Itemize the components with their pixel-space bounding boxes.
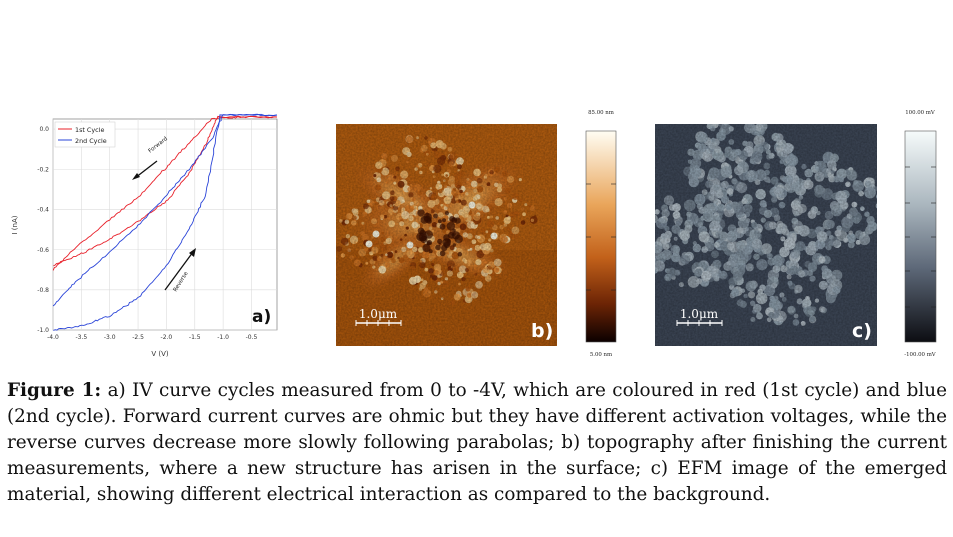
y-tick-label: -0.6 — [37, 247, 49, 254]
series-line-1st-cycle-forward — [52, 115, 278, 271]
figure-caption: Figure 1: a) IV curve cycles measured fr… — [7, 378, 947, 508]
scale-bar-b — [355, 320, 402, 326]
panel-label-a: a) — [252, 307, 271, 327]
panel-label-b: b) — [531, 320, 553, 342]
efm-grain — [876, 201, 877, 207]
scale-bar-label-b: 1.0μm — [359, 307, 398, 321]
efm-grain — [762, 120, 766, 124]
x-tick-label: -4.0 — [47, 334, 59, 341]
reverse-arrow — [164, 248, 196, 291]
colorbar-c — [904, 130, 937, 343]
y-tick-label: -0.2 — [37, 166, 49, 173]
efm-grain — [647, 231, 653, 237]
efm-grain — [639, 249, 644, 254]
efm-grain — [643, 245, 651, 253]
colorbar-min-c: -100.00 mV — [904, 352, 936, 358]
series-line-2nd-cycle-reverse — [53, 113, 278, 331]
efm-grain — [645, 226, 654, 235]
efm-grain — [744, 119, 749, 124]
forward-arrow — [132, 160, 158, 180]
colorbar-max-c: 100.00 mV — [905, 110, 935, 116]
y-axis-label: I (nA) — [11, 215, 19, 234]
x-tick-label: -3.0 — [104, 334, 116, 341]
x-tick-label: -1.5 — [189, 334, 201, 341]
colorbar-b — [585, 130, 617, 343]
x-axis-label: V (V) — [151, 350, 169, 358]
x-tick-labels: -4.0 -3.5 -3.0 -2.5 -2.0 -1.5 -1.0 -0.5 — [47, 334, 257, 341]
x-tick-label: -1.0 — [217, 334, 229, 341]
x-tick-label: -2.5 — [132, 334, 144, 341]
x-tick-label: -0.5 — [246, 334, 258, 341]
caption-text: a) IV curve cycles measured from 0 to -4… — [7, 380, 947, 505]
series-lines — [52, 113, 278, 331]
legend-label-1st-cycle: 1st Cycle — [75, 126, 104, 134]
efm-grain — [724, 114, 734, 124]
plot-area — [52, 118, 278, 331]
caption-label: Figure 1: — [7, 380, 102, 401]
efm-grain — [636, 229, 646, 239]
y-tick-label: -0.8 — [37, 287, 49, 294]
x-tick-label: -2.0 — [161, 334, 173, 341]
series-line-1st-cycle-reverse — [53, 115, 278, 267]
legend-label-2nd-cycle: 2nd Cycle — [75, 137, 107, 145]
colorbar-max-b: 85.00 nm — [588, 110, 614, 116]
efm-grain — [876, 212, 877, 215]
y-tick-label: -0.4 — [37, 207, 49, 214]
colorbar-min-b: 5.00 nm — [590, 352, 612, 358]
iv-curve-chart: 0.0 -0.2 -0.4 -0.6 -0.8 -1.0 -4.0 -3.5 -3.0 -2.5… — [11, 113, 278, 358]
y-tick-labels: 0.0 -0.2 -0.4 -0.6 -0.8 -1.0 — [37, 126, 49, 334]
efm-grain — [879, 210, 884, 215]
scale-bar-label-c: 1.0μm — [680, 307, 719, 321]
scale-bar-c — [676, 320, 723, 326]
efm-grain — [759, 124, 761, 125]
efm-grain — [735, 114, 744, 123]
panel-label-c: c) — [852, 320, 872, 342]
y-tick-label: -1.0 — [37, 327, 49, 334]
efm-grain — [638, 248, 645, 255]
x-tick-label: -3.5 — [75, 334, 87, 341]
topography-image: 1.0μm b) 85.00 nm 5.00 nm — [336, 110, 617, 358]
legend: 1st Cycle 2nd Cycle — [54, 121, 116, 148]
efm-grain — [640, 215, 652, 227]
efm-grain — [721, 124, 727, 125]
y-tick-label: 0.0 — [39, 126, 49, 133]
efm-grain — [878, 188, 884, 194]
efm-image: 1.0μm c) 100.00 mV -100.00 mV — [636, 110, 937, 358]
efm-grain — [727, 117, 732, 122]
